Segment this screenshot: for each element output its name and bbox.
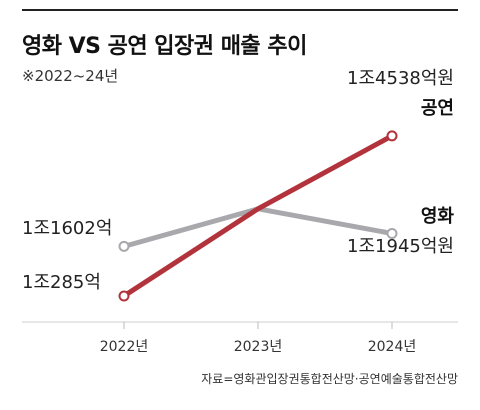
x-tick-label: 2023년	[234, 339, 283, 355]
data-point	[386, 227, 398, 239]
data-label: 1조285억	[22, 272, 101, 293]
series-line-1	[121, 133, 395, 299]
chart-title: 영화 VS 공연 입장권 매출 추이	[22, 34, 307, 59]
data-point	[118, 240, 130, 252]
data-point	[118, 290, 130, 302]
x-tick-label: 2024년	[368, 339, 417, 355]
series-name-label: 영화	[421, 206, 455, 227]
source-note: 자료=영화관입장권통합전산망·공연예술통합전산망	[201, 372, 458, 386]
chart-subtitle: ※2022~24년	[22, 67, 119, 85]
data-label: 1조4538억원	[347, 68, 454, 89]
x-tick-label: 2022년	[100, 339, 149, 355]
series-name-label: 공연	[421, 98, 454, 119]
data-label: 1조1945억원	[347, 236, 454, 257]
top-rule	[22, 9, 458, 11]
data-label: 1조1602억	[22, 218, 112, 239]
data-point	[386, 130, 398, 142]
